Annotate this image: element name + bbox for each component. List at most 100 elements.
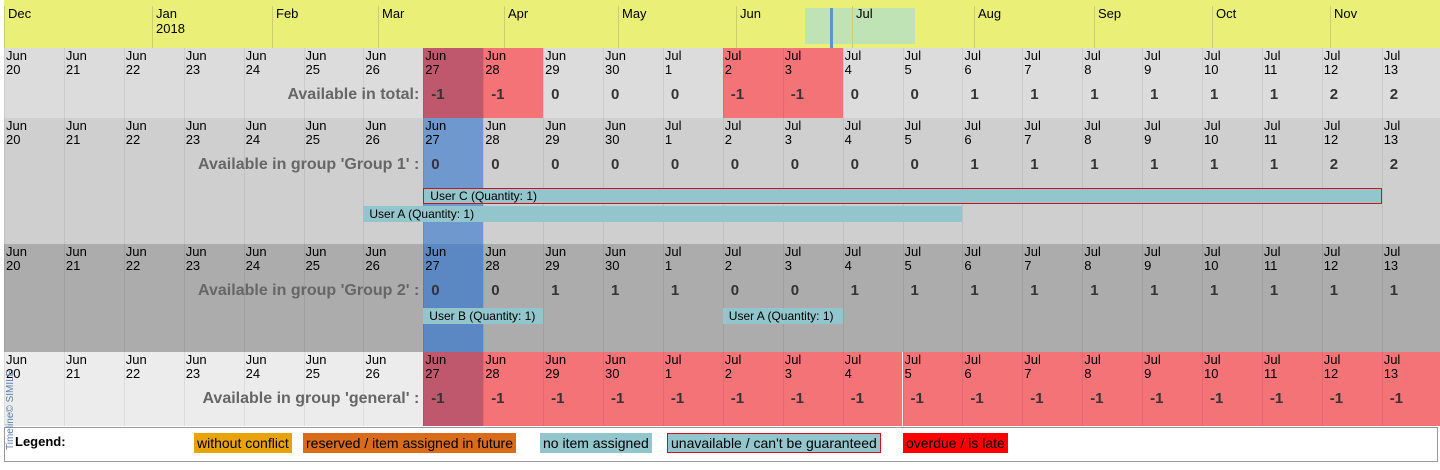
- day-label: Jul 10: [1204, 353, 1221, 381]
- day-label: Jul 5: [905, 353, 922, 381]
- overview-month-label: May: [622, 6, 647, 21]
- day-label: Jun 27: [425, 119, 446, 147]
- day-label: Jul 7: [1024, 245, 1041, 273]
- timeline-credit[interactable]: Timeline© SIMILE: [2, 322, 16, 452]
- day-column-line: [782, 352, 784, 426]
- day-number: 25: [305, 132, 320, 147]
- day-label: Jul 4: [845, 353, 862, 381]
- overview-month-label: Sep: [1098, 6, 1122, 21]
- overview-month-apr: Apr: [504, 6, 528, 48]
- day-number: 27: [425, 258, 440, 273]
- day-month: Jun: [425, 352, 447, 367]
- day-number: 24: [245, 258, 261, 273]
- availability-value: -1: [910, 390, 924, 407]
- day-month: Jul: [1144, 352, 1161, 367]
- day-month: Jul: [724, 118, 742, 133]
- conflict-cell: [1082, 352, 1143, 426]
- overview-month-label: Dec: [8, 6, 32, 21]
- reservation-bar[interactable]: User A (Quantity: 1): [722, 308, 843, 324]
- reservation-bar[interactable]: User A (Quantity: 1): [363, 206, 963, 222]
- day-month: Jul: [664, 48, 682, 63]
- overview-month-feb: Feb: [272, 6, 298, 48]
- day-number: 6: [964, 132, 972, 147]
- day-column-line: [1261, 244, 1263, 352]
- day-label: Jun 24: [246, 353, 267, 381]
- day-label: Jun 23: [186, 49, 207, 77]
- overview-month-label: Jan: [156, 6, 177, 21]
- day-label: Jul 13: [1384, 49, 1401, 77]
- availability-value: 0: [491, 282, 500, 299]
- overview-month-label: Nov: [1334, 6, 1358, 21]
- overview-month-label: Apr: [508, 6, 529, 21]
- day-number: 12: [1323, 62, 1339, 77]
- availability-value: 0: [730, 282, 740, 299]
- day-number: 20: [6, 132, 21, 147]
- day-column-line: [1381, 48, 1383, 118]
- availability-value: -1: [1150, 390, 1164, 407]
- day-number: 5: [904, 258, 912, 273]
- availability-value: -1: [1269, 390, 1284, 407]
- day-month: Jun: [485, 118, 507, 133]
- reservation-bar[interactable]: User C (Quantity: 1): [423, 188, 1382, 204]
- day-number: 20: [6, 258, 21, 273]
- day-number: 27: [425, 366, 440, 381]
- day-month: Jul: [1383, 244, 1401, 259]
- overview-month-jan: Jan 2018: [152, 6, 185, 48]
- availability-value: -1: [491, 86, 505, 103]
- day-label: Jun 24: [246, 49, 267, 77]
- day-label: Jun 20: [6, 245, 27, 273]
- day-label: Jun 23: [186, 119, 207, 147]
- availability-value: 0: [790, 156, 800, 173]
- availability-value: 0: [670, 156, 680, 173]
- day-month: Jul: [1263, 244, 1281, 259]
- day-label: Jul 1: [665, 49, 682, 77]
- day-column-line: [483, 352, 485, 426]
- band-general[interactable]: Jun 20 Jun 21 Jun 22 Jun 23 Jun 24 Jun 25 Jun 26 Jun 27…: [4, 352, 1440, 426]
- day-number: 7: [1024, 132, 1032, 147]
- day-column-line: [1082, 352, 1084, 426]
- day-month: Jul: [964, 352, 982, 367]
- conflict-cell: [1381, 352, 1440, 426]
- legend-item: unavailable / can't be guaranteed: [667, 433, 881, 453]
- day-label: Jul 8: [1084, 245, 1101, 273]
- day-column-line: [63, 48, 65, 118]
- availability-value: 0: [910, 156, 919, 173]
- conflict-cell: [483, 48, 544, 118]
- day-label: Jul 8: [1084, 119, 1101, 147]
- day-column-line: [63, 244, 65, 352]
- overview-month-dec: Dec: [4, 6, 31, 48]
- day-month: Jun: [425, 118, 447, 133]
- day-month: Jun: [245, 352, 267, 367]
- day-number: 23: [185, 258, 201, 273]
- day-number: 25: [305, 366, 320, 381]
- day-label: Jun 30: [605, 353, 626, 381]
- day-label: Jun 20: [6, 49, 27, 77]
- availability-value: 0: [910, 86, 919, 103]
- day-number: 3: [784, 132, 792, 147]
- day-column-line: [243, 352, 245, 426]
- overview-visible-window[interactable]: [805, 8, 915, 44]
- day-month: Jul: [1383, 48, 1401, 63]
- day-number: 22: [125, 366, 141, 381]
- band-group2[interactable]: Jun 20 Jun 21 Jun 22 Jun 23 Jun 24 Jun 25 Jun 26 Jun 27…: [4, 244, 1440, 352]
- day-column-line: [1082, 244, 1084, 352]
- legend-item: reserved / item assigned in future: [303, 433, 516, 453]
- day-label: Jul 6: [964, 353, 981, 381]
- day-column-line: [1142, 244, 1144, 352]
- day-number: 3: [784, 62, 792, 77]
- day-label: Jul 3: [785, 353, 802, 381]
- day-column-line: [303, 244, 305, 352]
- day-number: 10: [1204, 62, 1219, 77]
- overview-band[interactable]: Dec Jan 2018 Feb Mar Apr May Jun Jul Aug Sep Oct Nov: [4, 0, 1440, 48]
- band-total[interactable]: Jun 20 Jun 21 Jun 22 Jun 23 Jun 24 Jun 25 Jun 26 Jun 27…: [4, 48, 1440, 118]
- day-label: Jun 30: [605, 245, 626, 273]
- day-label: Jul 10: [1204, 245, 1221, 273]
- band-group1[interactable]: Jun 20 Jun 21 Jun 22 Jun 23 Jun 24 Jun 25 Jun 26 Jun 27…: [4, 118, 1440, 244]
- day-month: Jul: [1204, 48, 1221, 63]
- reservation-bar[interactable]: User B (Quantity: 1): [423, 308, 544, 324]
- day-label: Jul 4: [845, 49, 862, 77]
- day-column-line: [183, 352, 185, 426]
- day-label: Jun 27: [425, 245, 446, 273]
- day-column-line: [423, 48, 425, 118]
